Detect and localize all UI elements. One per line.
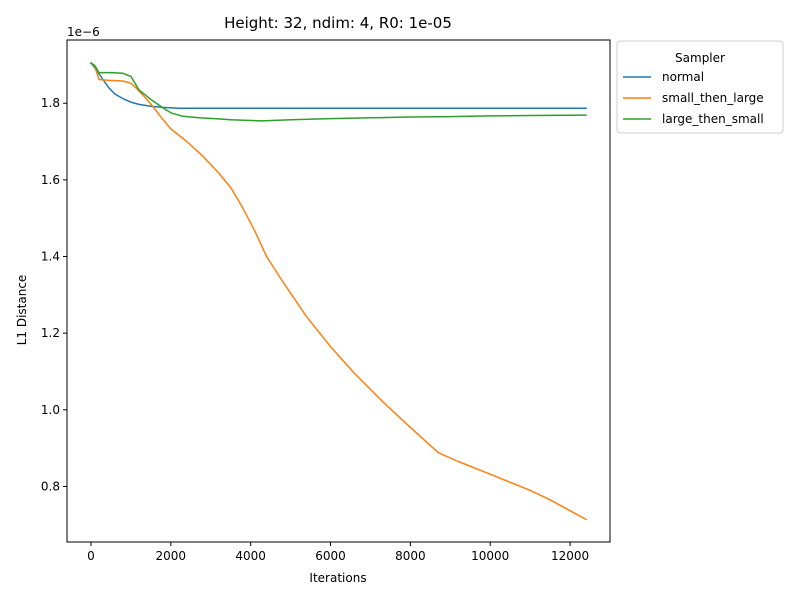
x-tick-label: 0 [87, 549, 95, 563]
y-tick-label: 1.2 [41, 326, 60, 340]
x-axis-label: Iterations [309, 571, 366, 585]
y-tick-label: 1.4 [41, 250, 60, 264]
series-lines [89, 61, 588, 521]
x-tick-label: 8000 [395, 549, 426, 563]
chart-title: Height: 32, ndim: 4, R0: 1e-05 [224, 14, 452, 32]
legend-items: normal small_then_large large_then_small [623, 70, 764, 126]
x-tick-label: 12000 [551, 549, 589, 563]
series-line-normal [89, 61, 587, 109]
x-tick-label: 4000 [235, 549, 266, 563]
plot-frame [66, 39, 611, 543]
legend-label-large_then_small: large_then_small [662, 112, 764, 126]
y-tick-label: 1.8 [41, 96, 60, 110]
series-line-large_then_small [89, 61, 587, 122]
legend: Sampler normal small_then_large large_then… [616, 40, 784, 134]
y-tick-label: 1.0 [41, 403, 60, 417]
x-tick-label: 10000 [471, 549, 509, 563]
series-line-small_then_large [89, 61, 588, 521]
y-tick-label: 1.6 [41, 173, 60, 187]
x-tick-label: 2000 [156, 549, 187, 563]
legend-label-small_then_large: small_then_large [662, 91, 764, 105]
legend-label-normal: normal [662, 70, 704, 84]
x-tick-label: 6000 [315, 549, 346, 563]
y-tick-label: 0.8 [41, 479, 60, 493]
legend-title: Sampler [675, 51, 725, 65]
y-axis-label: L1 Distance [15, 275, 29, 346]
legend-box [616, 40, 784, 134]
axis-ticks: 0 2000 4000 6000 8000 10000 12000 0.8 1.0 1.2 1.4 1… [41, 96, 589, 563]
y-axis-offset-label: 1e−6 [67, 25, 100, 39]
